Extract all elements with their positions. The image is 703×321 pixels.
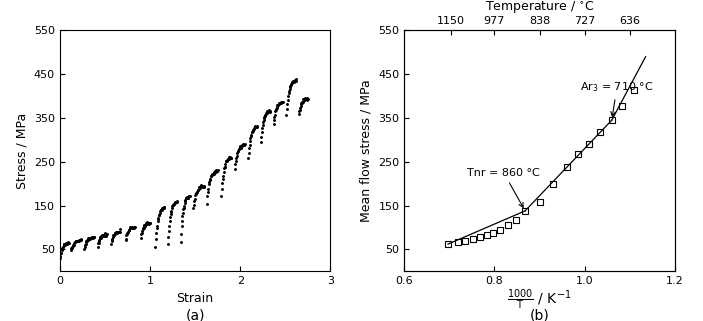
X-axis label: Strain: Strain — [176, 292, 214, 305]
X-axis label: $\mathregular{\frac{1000}{T}}$ / K$^{-1}$: $\mathregular{\frac{1000}{T}}$ / K$^{-1}… — [508, 288, 572, 312]
X-axis label: Temperature / $^{\circ}$C: Temperature / $^{\circ}$C — [484, 0, 595, 16]
Text: (b): (b) — [529, 308, 550, 321]
Text: Ar$_3$ = 710 °C: Ar$_3$ = 710 °C — [580, 81, 654, 116]
Y-axis label: Stress / MPa: Stress / MPa — [15, 113, 28, 189]
Text: (a): (a) — [186, 308, 205, 321]
Text: Tnr = 860 °C: Tnr = 860 °C — [467, 168, 540, 207]
Y-axis label: Mean flow stress / MPa: Mean flow stress / MPa — [360, 80, 373, 222]
